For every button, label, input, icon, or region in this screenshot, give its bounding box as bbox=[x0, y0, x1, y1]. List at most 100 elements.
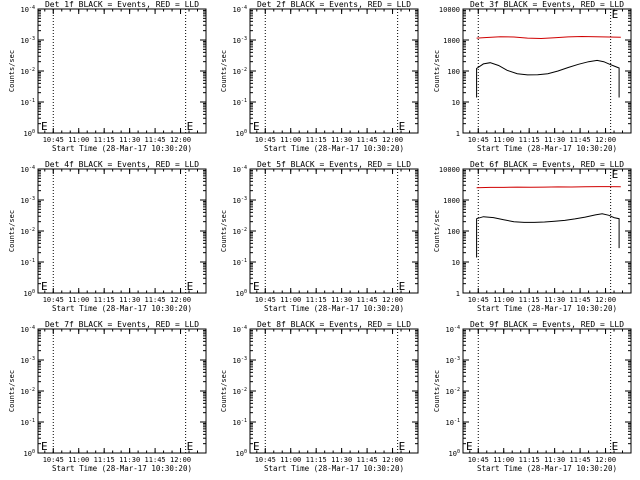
x-tick-label: 10:45 bbox=[255, 136, 276, 144]
x-tick-label: 11:30 bbox=[119, 456, 140, 464]
y-tick-label: 100 bbox=[236, 449, 247, 458]
y-tick-label: 10-2 bbox=[446, 387, 460, 396]
y-tick-label: 10-1 bbox=[233, 418, 247, 427]
edge-marker-e: E bbox=[41, 280, 48, 293]
plot-frame bbox=[462, 8, 632, 134]
x-axis-label: Start Time (28-Mar-17 10:30:20) bbox=[52, 464, 192, 473]
x-tick-label: 11:30 bbox=[544, 296, 565, 304]
x-tick-label: 11:00 bbox=[68, 456, 89, 464]
y-tick-label: 10-1 bbox=[233, 98, 247, 107]
x-tick-label: 10:45 bbox=[468, 296, 489, 304]
y-tick-label: 1000 bbox=[443, 197, 460, 205]
x-axis-label: Start Time (28-Mar-17 10:30:20) bbox=[264, 464, 404, 473]
y-tick-label: 10000 bbox=[439, 166, 460, 174]
y-tick-label: 10-2 bbox=[233, 387, 247, 396]
y-tick-label: 100 bbox=[24, 449, 35, 458]
y-tick-label: 10000 bbox=[439, 6, 460, 14]
x-axis-label: Start Time (28-Mar-17 10:30:20) bbox=[52, 144, 192, 153]
y-tick-label: 10-2 bbox=[233, 67, 247, 76]
x-tick-label: 11:45 bbox=[570, 136, 591, 144]
x-tick-label: 11:00 bbox=[280, 296, 301, 304]
plot-frame bbox=[249, 8, 419, 134]
x-axis-label: Start Time (28-Mar-17 10:30:20) bbox=[264, 304, 404, 313]
edge-marker-e: E bbox=[253, 280, 260, 293]
x-tick-label: 12:00 bbox=[382, 296, 403, 304]
x-tick-label: 11:15 bbox=[306, 456, 327, 464]
panel-title: Det 8f BLACK = Events, RED = LLD bbox=[257, 320, 411, 329]
y-tick-label: 1 bbox=[456, 130, 460, 138]
x-tick-label: 11:45 bbox=[145, 136, 166, 144]
edge-marker-e: E bbox=[41, 120, 48, 133]
x-tick-label: 11:30 bbox=[119, 136, 140, 144]
plot-frame bbox=[249, 328, 419, 454]
x-tick-label: 12:00 bbox=[170, 296, 191, 304]
y-tick-label: 10-1 bbox=[233, 258, 247, 267]
y-tick-label: 10-4 bbox=[233, 5, 247, 14]
y-tick-label: 10-3 bbox=[21, 196, 35, 205]
panel-title: Det 7f BLACK = Events, RED = LLD bbox=[45, 320, 199, 329]
plot-frame bbox=[37, 168, 207, 294]
y-tick-label: 10-3 bbox=[233, 36, 247, 45]
y-axis-label: Counts/sec bbox=[433, 50, 441, 92]
x-tick-label: 11:00 bbox=[493, 136, 514, 144]
y-axis-label: Counts/sec bbox=[8, 370, 16, 412]
y-axis-label: Counts/sec bbox=[8, 210, 16, 252]
x-tick-label: 11:00 bbox=[280, 456, 301, 464]
edge-marker-e: E bbox=[612, 8, 619, 21]
edge-marker-e: E bbox=[187, 440, 194, 453]
panel-det-2: Det 2f BLACK = Events, RED = LLD 100 10-1 1… bbox=[220, 0, 419, 153]
y-tick-label: 10-1 bbox=[21, 258, 35, 267]
x-tick-label: 11:30 bbox=[331, 136, 352, 144]
x-tick-label: 12:00 bbox=[382, 456, 403, 464]
panel-title: Det 6f BLACK = Events, RED = LLD bbox=[470, 160, 624, 169]
x-tick-label: 11:00 bbox=[68, 296, 89, 304]
y-tick-label: 100 bbox=[236, 289, 247, 298]
x-axis-label: Start Time (28-Mar-17 10:30:20) bbox=[477, 144, 617, 153]
y-tick-label: 10-1 bbox=[446, 418, 460, 427]
panel-title: Det 3f BLACK = Events, RED = LLD bbox=[470, 0, 624, 9]
y-axis-label: Counts/sec bbox=[8, 50, 16, 92]
x-tick-label: 10:45 bbox=[255, 456, 276, 464]
x-tick-label: 11:15 bbox=[519, 136, 540, 144]
x-tick-label: 11:15 bbox=[94, 456, 115, 464]
y-tick-label: 1000 bbox=[443, 37, 460, 45]
x-tick-label: 12:00 bbox=[170, 136, 191, 144]
x-tick-label: 11:30 bbox=[331, 456, 352, 464]
x-tick-label: 12:00 bbox=[170, 456, 191, 464]
x-tick-label: 11:30 bbox=[119, 296, 140, 304]
y-tick-label: 10-3 bbox=[21, 36, 35, 45]
x-tick-label: 11:00 bbox=[493, 296, 514, 304]
x-tick-label: 11:45 bbox=[145, 296, 166, 304]
x-tick-label: 10:45 bbox=[468, 136, 489, 144]
panel-title: Det 9f BLACK = Events, RED = LLD bbox=[470, 320, 624, 329]
x-tick-label: 11:45 bbox=[570, 296, 591, 304]
x-tick-label: 11:00 bbox=[493, 456, 514, 464]
x-axis-label: Start Time (28-Mar-17 10:30:20) bbox=[477, 304, 617, 313]
edge-marker-e: E bbox=[612, 440, 619, 453]
edge-marker-e: E bbox=[253, 120, 260, 133]
plot-frame bbox=[37, 328, 207, 454]
x-tick-label: 11:45 bbox=[357, 136, 378, 144]
x-tick-label: 11:45 bbox=[570, 456, 591, 464]
panel-title: Det 1f BLACK = Events, RED = LLD bbox=[45, 0, 199, 9]
y-tick-label: 10-3 bbox=[233, 356, 247, 365]
y-axis-label: Counts/sec bbox=[433, 370, 441, 412]
edge-marker-e: E bbox=[612, 168, 619, 181]
lld-series-line bbox=[476, 186, 621, 189]
edge-marker-e: E bbox=[399, 280, 406, 293]
panel-det-3: Det 3f BLACK = Events, RED = LLD 1 10 100 10… bbox=[433, 0, 632, 153]
y-tick-label: 10-4 bbox=[233, 325, 247, 334]
x-axis-label: Start Time (28-Mar-17 10:30:20) bbox=[52, 304, 192, 313]
y-tick-label: 10 bbox=[452, 259, 460, 267]
y-tick-label: 100 bbox=[447, 228, 460, 236]
edge-marker-e: E bbox=[253, 440, 260, 453]
y-tick-label: 10-3 bbox=[21, 356, 35, 365]
x-tick-label: 11:30 bbox=[544, 136, 565, 144]
x-tick-label: 11:45 bbox=[145, 456, 166, 464]
x-tick-label: 11:15 bbox=[519, 296, 540, 304]
x-tick-label: 10:45 bbox=[255, 296, 276, 304]
x-tick-label: 12:00 bbox=[382, 136, 403, 144]
x-tick-label: 11:15 bbox=[306, 136, 327, 144]
edge-marker-e: E bbox=[466, 440, 473, 453]
y-tick-label: 10-3 bbox=[446, 356, 460, 365]
